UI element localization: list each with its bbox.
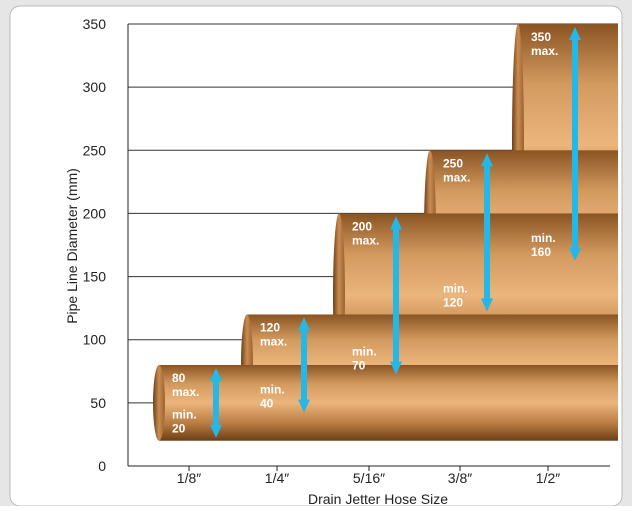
x-tick-label: 1/4″ bbox=[265, 470, 289, 486]
min-label-line: min. bbox=[352, 345, 377, 359]
y-tick-labels: 0 50 100 150 200 250 300 350 bbox=[83, 16, 107, 474]
y-tick-label: 0 bbox=[98, 458, 106, 474]
pipe-end-cap bbox=[153, 364, 165, 441]
y-tick-label: 200 bbox=[83, 205, 107, 221]
range-arrow-head-bottom bbox=[390, 361, 402, 375]
max-label: 350 max. bbox=[531, 30, 558, 58]
y-tick-label: 50 bbox=[90, 395, 106, 411]
x-tick-label: 5/16″ bbox=[353, 470, 385, 486]
min-label-line: 20 bbox=[172, 422, 186, 436]
min-label-line: min. bbox=[443, 281, 468, 295]
min-label: min. 40 bbox=[260, 382, 285, 410]
y-axis-title: Pipe Line Diameter (mm) bbox=[64, 168, 80, 324]
range-arrows bbox=[210, 27, 581, 438]
min-label-line: 70 bbox=[352, 359, 366, 373]
y-tick-label: 100 bbox=[83, 332, 107, 348]
max-label: 250 max. bbox=[443, 156, 470, 184]
min-label-line: min. bbox=[260, 382, 285, 396]
range-arrow-head-bottom bbox=[210, 424, 222, 438]
y-tick-label: 250 bbox=[83, 142, 107, 158]
range-arrow-head-bottom bbox=[481, 298, 493, 312]
max-label-line: max. bbox=[443, 170, 470, 184]
y-tick-label: 350 bbox=[83, 16, 107, 32]
max-label-line: 250 bbox=[443, 156, 463, 170]
min-label-line: min. bbox=[172, 408, 197, 422]
max-label-line: 200 bbox=[352, 219, 372, 233]
max-label-line: 350 bbox=[531, 30, 551, 44]
y-tick-label: 150 bbox=[83, 269, 107, 285]
max-label-line: 80 bbox=[172, 371, 186, 385]
pipe-body bbox=[159, 364, 618, 441]
x-tick-label: 3/8″ bbox=[448, 470, 472, 486]
range-arrow-head-bottom bbox=[298, 399, 310, 413]
range-arrow-head-top bbox=[210, 367, 222, 381]
x-tick-labels: 1/8″ 1/4″ 5/16″ 3/8″ 1/2″ bbox=[177, 466, 560, 486]
pipe-bar bbox=[153, 364, 618, 441]
min-label: min. 20 bbox=[172, 408, 197, 436]
min-label: min. 160 bbox=[531, 231, 556, 259]
range-arrow-head-top bbox=[481, 153, 493, 167]
max-label: 80 max. bbox=[172, 371, 199, 399]
max-label-line: max. bbox=[172, 385, 199, 399]
max-label: 120 max. bbox=[260, 320, 287, 348]
max-label-line: max. bbox=[531, 44, 558, 58]
x-axis-title: Drain Jetter Hose Size bbox=[308, 491, 448, 506]
range-arrow-head-bottom bbox=[569, 247, 581, 261]
min-label-line: 40 bbox=[260, 396, 274, 410]
min-label-line: 120 bbox=[443, 295, 463, 309]
range-arrow-head-top bbox=[390, 216, 402, 230]
x-tick-label: 1/8″ bbox=[177, 470, 201, 486]
min-label: min. 70 bbox=[352, 345, 377, 373]
range-arrow bbox=[210, 367, 222, 438]
max-label: 200 max. bbox=[352, 219, 379, 247]
pipe-bars bbox=[153, 24, 618, 441]
min-label: min. 120 bbox=[443, 281, 468, 309]
range-arrow-head-top bbox=[298, 317, 310, 331]
range-arrow bbox=[569, 27, 581, 261]
range-arrow-head-top bbox=[569, 27, 581, 40]
range-arrow bbox=[481, 153, 493, 312]
max-label-line: max. bbox=[352, 233, 379, 247]
max-label-line: max. bbox=[260, 334, 287, 348]
min-label-line: 160 bbox=[531, 245, 551, 259]
x-tick-label: 1/2″ bbox=[536, 470, 560, 486]
max-label-line: 120 bbox=[260, 320, 280, 334]
y-tick-label: 300 bbox=[83, 79, 107, 95]
min-label-line: min. bbox=[531, 231, 556, 245]
range-arrow bbox=[390, 216, 402, 375]
range-arrow bbox=[298, 317, 310, 413]
